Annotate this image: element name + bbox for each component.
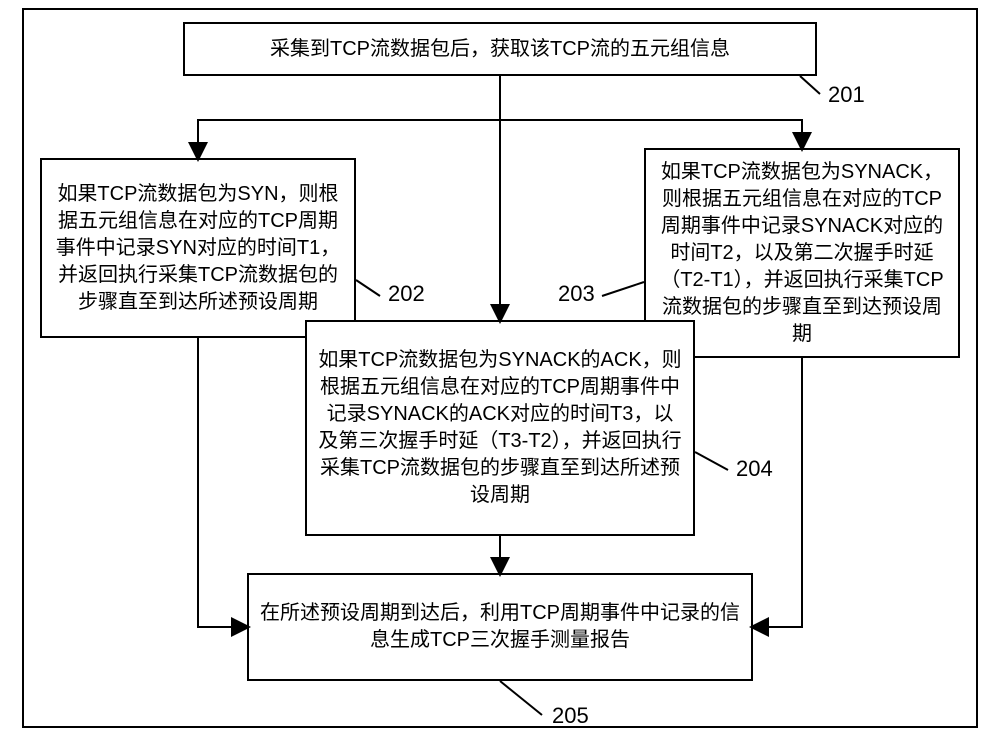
label-201: 201 — [828, 82, 865, 108]
node-204: 如果TCP流数据包为SYNACK的ACK，则根据五元组信息在对应的TCP周期事件… — [305, 320, 695, 536]
node-205: 在所述预设周期到达后，利用TCP周期事件中记录的信息生成TCP三次握手测量报告 — [247, 573, 753, 681]
label-203: 203 — [558, 281, 595, 307]
node-204-text: 如果TCP流数据包为SYNACK的ACK，则根据五元组信息在对应的TCP周期事件… — [317, 347, 683, 509]
label-205: 205 — [552, 703, 589, 729]
node-203-text: 如果TCP流数据包为SYNACK，则根据五元组信息在对应的TCP周期事件中记录S… — [656, 159, 948, 348]
label-204: 204 — [736, 456, 773, 482]
node-202-text: 如果TCP流数据包为SYN，则根据五元组信息在对应的TCP周期事件中记录SYN对… — [52, 181, 344, 316]
node-202: 如果TCP流数据包为SYN，则根据五元组信息在对应的TCP周期事件中记录SYN对… — [40, 158, 356, 338]
label-202: 202 — [388, 281, 425, 307]
diagram-canvas: 采集到TCP流数据包后，获取该TCP流的五元组信息 如果TCP流数据包为SYN，… — [0, 0, 1000, 736]
node-205-text: 在所述预设周期到达后，利用TCP周期事件中记录的信息生成TCP三次握手测量报告 — [259, 600, 741, 654]
node-201: 采集到TCP流数据包后，获取该TCP流的五元组信息 — [183, 22, 817, 76]
node-201-text: 采集到TCP流数据包后，获取该TCP流的五元组信息 — [270, 36, 730, 63]
